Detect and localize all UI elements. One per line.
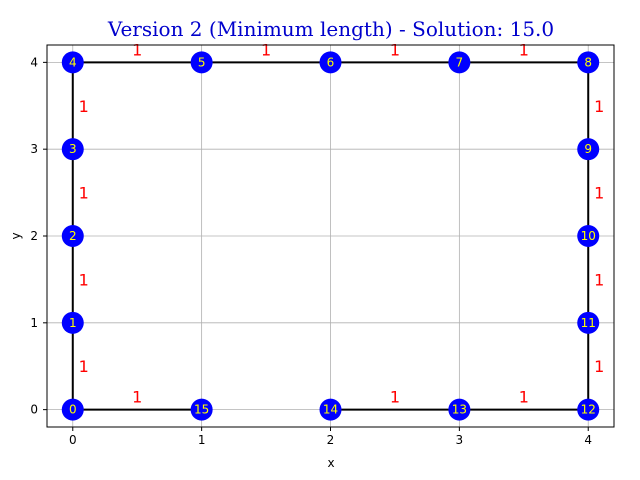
node-marker xyxy=(319,51,342,74)
x-tick-label: 1 xyxy=(198,433,206,447)
edge-weight-label: 1 xyxy=(79,357,89,376)
edge-weight-label: 1 xyxy=(132,388,142,407)
x-tick-label: 4 xyxy=(584,433,592,447)
edges-layer xyxy=(71,61,590,411)
node-label: 3 xyxy=(69,142,77,156)
node-marker xyxy=(577,51,600,74)
chart-title: Version 2 (Minimum length) - Solution: 1… xyxy=(107,17,554,41)
y-tick-label: 4 xyxy=(30,55,38,69)
ticks-layer: 0 1 2 3 4 0 1 2 3 4 xyxy=(30,55,592,447)
node-marker xyxy=(448,398,471,421)
edge-weight-label: 1 xyxy=(594,357,604,376)
node-marker xyxy=(190,51,213,74)
edge-weight-label: 1 xyxy=(79,184,89,203)
node-label: 7 xyxy=(456,55,464,69)
edge-weight-label: 1 xyxy=(594,184,604,203)
x-tick-label: 2 xyxy=(327,433,335,447)
y-tick-label: 0 xyxy=(30,403,38,417)
node-marker xyxy=(448,51,471,74)
node-marker xyxy=(61,398,84,421)
node-marker xyxy=(577,225,600,247)
node-marker xyxy=(61,138,84,161)
node-marker xyxy=(577,311,600,334)
y-tick-label: 3 xyxy=(30,142,38,156)
x-axis-label: x xyxy=(327,456,334,470)
y-tick-label: 1 xyxy=(30,316,38,330)
node-label: 10 xyxy=(581,229,596,243)
node-label: 2 xyxy=(69,229,77,243)
node-label: 9 xyxy=(584,142,592,156)
edge-weight-label: 1 xyxy=(390,40,400,59)
edge-weight-label: 1 xyxy=(519,40,529,59)
edge-weight-label: 1 xyxy=(261,40,271,59)
node-label: 5 xyxy=(198,55,206,69)
edge-weight-label: 1 xyxy=(132,40,142,59)
node-marker xyxy=(61,51,84,74)
node-label: 12 xyxy=(581,403,596,417)
x-tick-label: 0 xyxy=(69,433,77,447)
y-axis-label: y xyxy=(9,232,23,239)
node-label: 6 xyxy=(327,55,335,69)
plot-frame xyxy=(46,44,615,428)
edge-weight-label: 1 xyxy=(79,270,89,289)
edge-weight-label: 1 xyxy=(594,97,604,116)
edge-weight-label: 1 xyxy=(594,270,604,289)
node-marker xyxy=(577,398,600,421)
edge-weight-label: 1 xyxy=(79,97,89,116)
node-label: 0 xyxy=(69,403,77,417)
x-tick-label: 3 xyxy=(456,433,464,447)
node-marker xyxy=(61,311,84,334)
y-tick-label: 2 xyxy=(30,229,38,243)
node-label: 4 xyxy=(69,55,77,69)
node-label: 1 xyxy=(69,316,77,330)
node-label: 13 xyxy=(452,403,467,417)
node-label: 11 xyxy=(581,316,596,330)
node-label: 14 xyxy=(323,403,338,417)
node-marker xyxy=(319,398,342,421)
edge-weight-label: 1 xyxy=(390,388,400,407)
node-marker xyxy=(190,398,213,421)
node-label: 8 xyxy=(584,55,592,69)
edge-weight-label: 1 xyxy=(519,388,529,407)
node-label: 15 xyxy=(194,403,209,417)
node-marker xyxy=(577,138,600,161)
node-marker xyxy=(61,225,84,247)
grid-lines xyxy=(47,45,614,427)
